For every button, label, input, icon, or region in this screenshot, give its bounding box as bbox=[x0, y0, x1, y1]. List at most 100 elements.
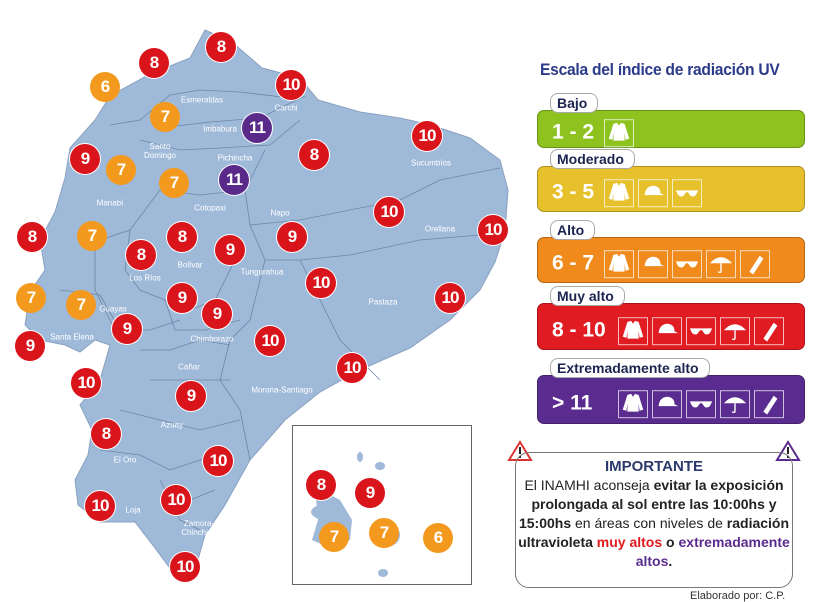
legend-title: Escala del índice de radiación UV bbox=[540, 60, 780, 79]
level-range: 6 - 7 bbox=[552, 251, 595, 275]
important-text: El INAMHI aconseja evitar la exposición … bbox=[516, 476, 792, 571]
notice-muy-altos: muy altos bbox=[596, 534, 663, 550]
uv-marker: 8 bbox=[139, 48, 169, 78]
notice-bold: o bbox=[662, 534, 679, 550]
uv-marker: 7 bbox=[369, 518, 399, 548]
level-name: Bajo bbox=[550, 93, 599, 113]
uv-marker: 10 bbox=[71, 368, 101, 398]
important-notice: IMPORTANTE El INAMHI aconseja evitar la … bbox=[515, 452, 793, 588]
uv-marker: 7 bbox=[16, 283, 46, 313]
uv-marker: 7 bbox=[106, 155, 136, 185]
uv-marker: 10 bbox=[374, 197, 404, 227]
uv-level-moderado: Moderado 3 - 5 bbox=[537, 149, 805, 212]
province-label: Sucumbíos bbox=[410, 158, 452, 168]
uv-marker: 9 bbox=[167, 283, 197, 313]
uv-marker: 7 bbox=[319, 522, 349, 552]
uv-marker: 10 bbox=[337, 353, 367, 383]
uv-marker: 9 bbox=[112, 314, 142, 344]
province-label: Pastaza bbox=[368, 297, 398, 307]
notice-bold: evitar la exposición prolongada al sol e… bbox=[518, 477, 784, 531]
jacket-icon bbox=[604, 179, 634, 208]
province-label: Santo Domingo bbox=[143, 142, 176, 160]
protection-icons bbox=[604, 119, 634, 148]
province-label: Tungurahua bbox=[240, 267, 284, 277]
uv-marker: 10 bbox=[203, 446, 233, 476]
province-label: Morona-Santiago bbox=[251, 385, 313, 395]
province-label: Zamora-Chinchipe bbox=[181, 519, 217, 537]
uv-marker: 7 bbox=[77, 221, 107, 251]
uv-marker: 9 bbox=[202, 299, 232, 329]
province-label: Cañar bbox=[178, 362, 200, 372]
uv-level-alto: Alto 6 - 7 bbox=[537, 220, 805, 283]
uv-marker: 10 bbox=[306, 268, 336, 298]
mainland-outline bbox=[24, 29, 509, 576]
uv-level-extremadamente-alto: Extremadamente alto > 11 bbox=[537, 358, 805, 424]
province-label: Pichincha bbox=[217, 153, 253, 163]
protection-icons bbox=[618, 316, 784, 345]
province-label: Carchi bbox=[274, 103, 298, 113]
uv-marker: 9 bbox=[176, 381, 206, 411]
province-label: Guayas bbox=[99, 304, 127, 314]
jacket-icon bbox=[618, 316, 648, 345]
uv-level-bajo: Bajo 1 - 2 bbox=[537, 93, 805, 148]
cap-icon bbox=[638, 250, 668, 279]
level-range: 3 - 5 bbox=[552, 180, 595, 204]
important-heading: IMPORTANTE bbox=[604, 458, 704, 475]
protection-icons bbox=[618, 389, 784, 418]
notice-bold: . bbox=[668, 553, 673, 569]
province-label: Santa Elena bbox=[50, 332, 94, 342]
protection-icons bbox=[604, 179, 702, 208]
uv-marker: 10 bbox=[255, 326, 285, 356]
umbrella-icon bbox=[720, 316, 750, 345]
uv-marker: 10 bbox=[412, 121, 442, 151]
province-label: Manabí bbox=[96, 198, 124, 208]
sunglasses-icon bbox=[672, 250, 702, 279]
uv-marker: 7 bbox=[159, 168, 189, 198]
level-range: 8 - 10 bbox=[552, 318, 606, 342]
sunscreen-icon bbox=[754, 316, 784, 345]
uv-marker: 7 bbox=[66, 290, 96, 320]
uv-marker: 10 bbox=[478, 215, 508, 245]
level-name: Extremadamente alto bbox=[550, 358, 710, 378]
level-name: Alto bbox=[550, 220, 596, 240]
notice-bold: radiación ultravioleta bbox=[518, 515, 790, 550]
uv-marker: 8 bbox=[206, 32, 236, 62]
notice-extremadamente-altos: extremadamente altos bbox=[635, 534, 790, 569]
notice-text: en áreas con niveles de bbox=[571, 515, 727, 531]
uv-marker: 8 bbox=[126, 240, 156, 270]
sunglasses-icon bbox=[686, 316, 716, 345]
province-label: Chimborazo bbox=[190, 334, 234, 344]
uv-marker: 10 bbox=[435, 283, 465, 313]
uv-marker: 10 bbox=[276, 70, 306, 100]
jacket-icon bbox=[618, 389, 648, 418]
sunglasses-icon bbox=[686, 389, 716, 418]
level-range: 1 - 2 bbox=[552, 120, 595, 144]
uv-marker: 10 bbox=[85, 491, 115, 521]
uv-marker: 8 bbox=[167, 222, 197, 252]
uv-marker: 6 bbox=[423, 523, 453, 553]
province-label: Cotopaxi bbox=[194, 203, 226, 213]
level-name: Moderado bbox=[550, 149, 635, 169]
uv-marker: 8 bbox=[17, 222, 47, 252]
level-name: Muy alto bbox=[550, 286, 625, 306]
province-label: Bolívar bbox=[177, 260, 203, 270]
uv-marker: 9 bbox=[355, 478, 385, 508]
notice-text: El INAMHI aconseja bbox=[524, 477, 654, 493]
uv-marker: 6 bbox=[90, 72, 120, 102]
level-range: > 11 bbox=[552, 391, 593, 415]
province-label: Azuay bbox=[160, 420, 184, 430]
uv-marker: 8 bbox=[91, 419, 121, 449]
sunscreen-icon bbox=[740, 250, 770, 279]
uv-marker: 11 bbox=[219, 165, 249, 195]
uv-marker: 9 bbox=[215, 235, 245, 265]
province-label: Esmeraldas bbox=[180, 95, 224, 105]
sunscreen-icon bbox=[754, 389, 784, 418]
uv-marker: 10 bbox=[161, 485, 191, 515]
uv-marker: 9 bbox=[15, 331, 45, 361]
uv-marker: 9 bbox=[277, 222, 307, 252]
jacket-icon bbox=[604, 250, 634, 279]
province-label: Orellana bbox=[424, 224, 456, 234]
province-label: Loja bbox=[125, 505, 141, 515]
uv-marker: 7 bbox=[150, 102, 180, 132]
credit: Elaborado por: C.P. bbox=[690, 590, 786, 602]
